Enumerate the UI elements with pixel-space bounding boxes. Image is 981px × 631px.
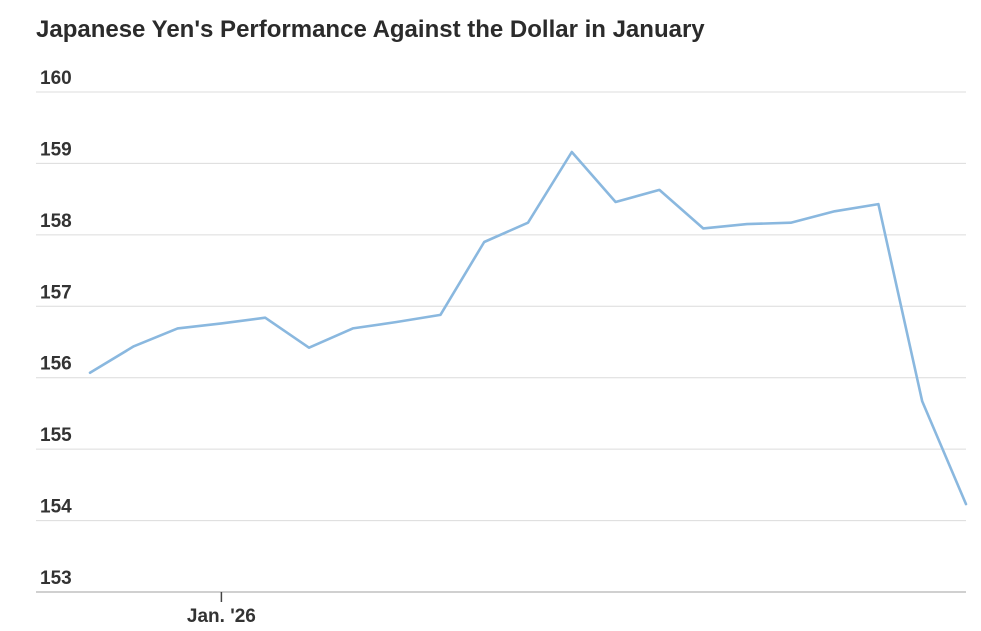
y-tick-label: 157 (40, 282, 72, 303)
x-axis: Jan. '26 (187, 592, 256, 627)
y-tick-label: 158 (40, 211, 72, 232)
y-tick-label: 156 (40, 354, 72, 375)
x-tick-label: Jan. '26 (187, 606, 256, 627)
y-axis-labels: 160 159 158 157 156 155 154 153 (40, 68, 72, 589)
gridlines (36, 91, 966, 593)
chart-title: Japanese Yen's Performance Against the D… (36, 16, 705, 43)
series-lines (88, 150, 968, 506)
series-line (88, 150, 968, 506)
y-tick-label: 159 (40, 139, 72, 160)
y-tick-label: 154 (40, 497, 72, 518)
y-tick-label: 155 (40, 425, 72, 446)
y-tick-label: 160 (40, 68, 72, 89)
y-tick-label: 153 (40, 568, 72, 589)
